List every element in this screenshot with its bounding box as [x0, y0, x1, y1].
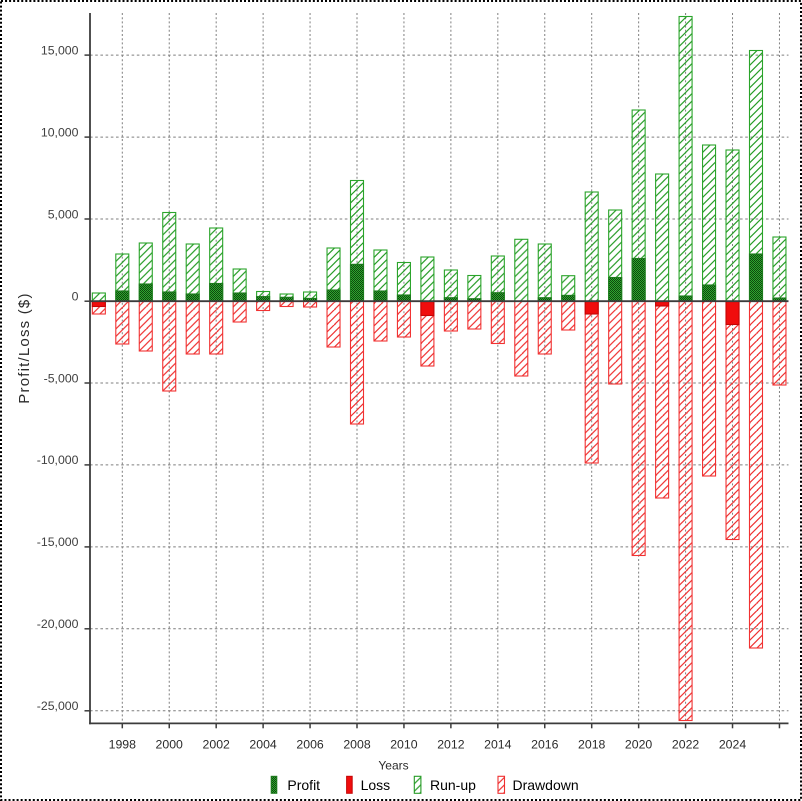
svg-text:2004: 2004 — [249, 737, 277, 751]
svg-text:-20,000: -20,000 — [37, 617, 79, 631]
svg-text:-25,000: -25,000 — [37, 699, 79, 713]
svg-text:2018: 2018 — [578, 737, 606, 751]
svg-text:Profit/Loss ($): Profit/Loss ($) — [16, 292, 33, 403]
svg-text:2020: 2020 — [625, 737, 653, 751]
svg-text:10,000: 10,000 — [41, 125, 79, 139]
svg-text:15,000: 15,000 — [41, 43, 79, 57]
svg-text:2010: 2010 — [390, 737, 418, 751]
svg-text:2006: 2006 — [296, 737, 324, 751]
svg-text:Loss: Loss — [361, 777, 391, 793]
svg-text:2024: 2024 — [719, 737, 747, 751]
svg-text:Run-up: Run-up — [430, 777, 476, 793]
svg-text:-5,000: -5,000 — [44, 371, 79, 385]
svg-text:2014: 2014 — [484, 737, 512, 751]
svg-text:2000: 2000 — [156, 737, 184, 751]
svg-text:5,000: 5,000 — [48, 207, 79, 221]
svg-text:Years: Years — [378, 758, 408, 772]
svg-text:-10,000: -10,000 — [37, 453, 79, 467]
svg-text:2012: 2012 — [437, 737, 465, 751]
svg-text:-15,000: -15,000 — [37, 535, 79, 549]
svg-text:Profit: Profit — [287, 777, 320, 793]
svg-text:2002: 2002 — [203, 737, 231, 751]
svg-text:2022: 2022 — [672, 737, 700, 751]
svg-text:2008: 2008 — [343, 737, 371, 751]
svg-text:2016: 2016 — [531, 737, 559, 751]
svg-text:1998: 1998 — [109, 737, 137, 751]
svg-text:Drawdown: Drawdown — [513, 777, 579, 793]
svg-text:0: 0 — [72, 290, 79, 304]
